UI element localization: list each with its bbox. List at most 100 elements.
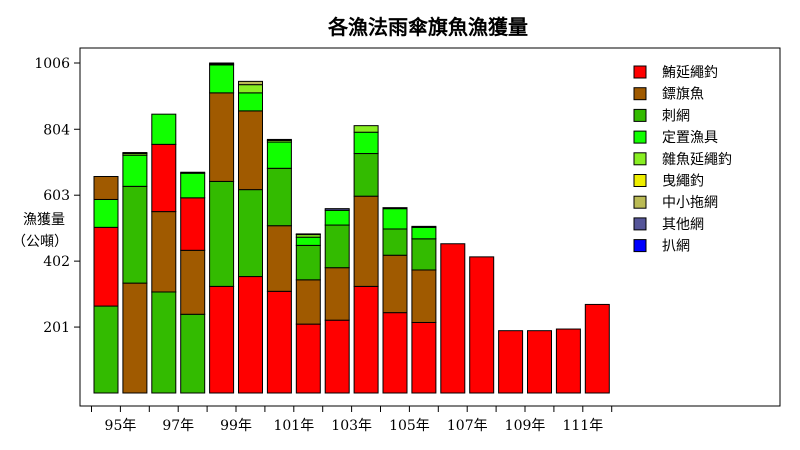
bar-segment bbox=[180, 197, 206, 251]
legend-swatch bbox=[633, 217, 647, 231]
bar-segment bbox=[122, 185, 148, 284]
bar-segment bbox=[295, 279, 321, 325]
bar-segment bbox=[324, 319, 350, 394]
bar-segment bbox=[209, 92, 235, 182]
y-axis: 201 402 603 804 1006 bbox=[34, 56, 80, 336]
bar-segment bbox=[411, 226, 437, 240]
bar-segment bbox=[353, 131, 379, 155]
bar-segment bbox=[382, 228, 408, 256]
legend-label: 定置漁具 bbox=[662, 130, 718, 146]
bar-segment bbox=[411, 238, 437, 271]
bar-segment bbox=[180, 172, 206, 199]
bar-segment bbox=[266, 141, 292, 169]
legend-label: 其他網 bbox=[662, 217, 704, 233]
legend-swatch bbox=[633, 130, 647, 144]
bar-segment bbox=[382, 312, 408, 394]
bar-segment bbox=[238, 110, 263, 191]
bar-segment bbox=[238, 80, 263, 86]
bar-segment bbox=[209, 180, 235, 287]
legend-label: 曳繩釣 bbox=[662, 174, 704, 190]
legend-label: 鏢旗魚 bbox=[662, 87, 704, 103]
bar-segment bbox=[411, 225, 437, 228]
bar-segment bbox=[180, 313, 206, 394]
bar-segment bbox=[266, 167, 292, 227]
legend-swatch bbox=[633, 239, 647, 253]
legend-swatch bbox=[633, 108, 647, 122]
bar-segment bbox=[440, 243, 466, 394]
bar-segment bbox=[238, 189, 263, 278]
bar-segment bbox=[93, 305, 119, 394]
bar-segment bbox=[209, 62, 235, 65]
bar-segment bbox=[295, 323, 321, 394]
bar-segment bbox=[498, 330, 524, 394]
bar-segment bbox=[122, 282, 148, 394]
bar-segment bbox=[584, 303, 610, 394]
x-tick-label: 105年 bbox=[389, 418, 430, 434]
bar-segment bbox=[324, 208, 350, 211]
y-tick-label: 201 bbox=[43, 320, 70, 336]
bar-segment bbox=[353, 125, 379, 133]
bar-segment bbox=[180, 249, 206, 315]
bar-segment bbox=[353, 195, 379, 287]
x-tick-label: 97年 bbox=[162, 418, 194, 434]
bar-segment bbox=[382, 254, 408, 314]
y-axis-label: 漁獲量 bbox=[23, 212, 65, 228]
bar-segment bbox=[238, 276, 263, 394]
legend-label: 刺網 bbox=[662, 108, 690, 124]
x-tick-label: 95年 bbox=[105, 418, 137, 434]
bar-segment bbox=[209, 64, 235, 94]
bar-segment bbox=[382, 207, 408, 210]
legend-label: 雜魚延繩釣 bbox=[662, 152, 732, 168]
bar-segment bbox=[353, 285, 379, 394]
legend-swatch bbox=[633, 87, 647, 101]
y-tick-label: 402 bbox=[43, 254, 70, 270]
bar-segment bbox=[151, 291, 177, 394]
bar-segment bbox=[122, 154, 148, 187]
bar-segment bbox=[324, 209, 350, 226]
bar-segment bbox=[209, 285, 235, 394]
y-axis-unit: （公噸） bbox=[12, 234, 68, 250]
bar-segment bbox=[324, 267, 350, 321]
x-tick-label: 111年 bbox=[562, 418, 603, 434]
bar-segment bbox=[324, 224, 350, 269]
legend-swatch bbox=[633, 174, 647, 187]
legend-label: 中小拖網 bbox=[662, 195, 718, 211]
legend-label: 扒網 bbox=[662, 239, 690, 255]
x-tick-label: 101年 bbox=[273, 418, 314, 434]
bar-segment bbox=[266, 225, 292, 292]
x-tick-label: 103年 bbox=[331, 418, 372, 434]
bar-segment bbox=[266, 290, 292, 394]
chart-title: 各漁法雨傘旗魚漁獲量 bbox=[327, 15, 528, 39]
bar-segment bbox=[527, 330, 552, 394]
bar-segment bbox=[555, 328, 581, 394]
bar-segment bbox=[93, 226, 119, 307]
bar-segment bbox=[295, 244, 321, 281]
bar-segment bbox=[238, 84, 263, 94]
bar-segment bbox=[93, 198, 119, 228]
bar-segment bbox=[122, 152, 148, 155]
bar-segment bbox=[151, 143, 177, 213]
x-tick-label: 99年 bbox=[220, 418, 252, 434]
bar-segment bbox=[295, 233, 321, 236]
bars bbox=[93, 62, 610, 394]
y-tick-label: 603 bbox=[43, 188, 70, 204]
bar-segment bbox=[353, 153, 379, 197]
bar-segment bbox=[382, 208, 408, 230]
legend-swatch bbox=[633, 195, 647, 209]
bar-segment bbox=[238, 92, 263, 112]
plot-frame bbox=[79, 47, 781, 407]
y-tick-label: 1006 bbox=[34, 56, 70, 72]
legend-swatch bbox=[633, 65, 647, 79]
bar-segment bbox=[151, 211, 177, 293]
bar-segment bbox=[151, 113, 177, 145]
legend-label: 鮪延繩釣 bbox=[662, 65, 718, 81]
x-tick-label: 107年 bbox=[447, 418, 488, 434]
x-axis: 95年 97年 99年 101年 103年 105年 107年 109年 111年 bbox=[91, 406, 613, 434]
bar-segment bbox=[295, 236, 321, 246]
x-tick-label: 109年 bbox=[505, 418, 546, 434]
bar-segment bbox=[469, 256, 495, 394]
legend-swatch bbox=[633, 152, 647, 166]
bar-segment bbox=[411, 321, 437, 394]
